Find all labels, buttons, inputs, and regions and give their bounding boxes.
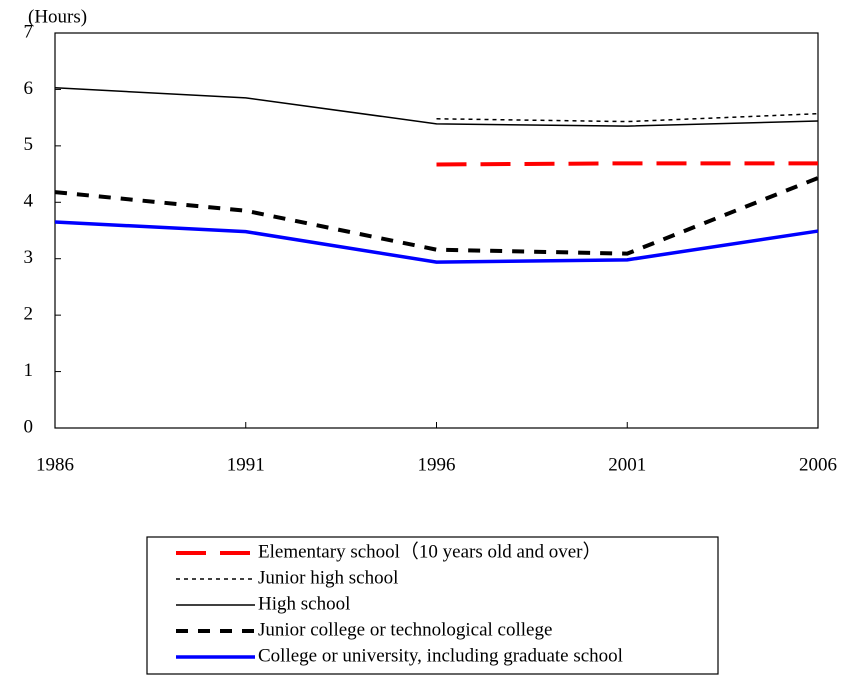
plot-frame <box>54 32 819 429</box>
y-tick-label: 2 <box>24 304 34 325</box>
y-tick-label: 3 <box>24 247 34 268</box>
y-tick-label: 6 <box>24 78 34 99</box>
x-tick-label: 1986 <box>36 454 74 475</box>
series-line <box>54 176 819 256</box>
series-line <box>436 161 818 167</box>
legend-label: Junior college or technological college <box>258 619 552 640</box>
series-line <box>54 86 819 127</box>
x-tick-label: 1996 <box>418 454 456 475</box>
x-tick-label: 2001 <box>608 454 646 475</box>
x-tick-label: 1991 <box>227 454 265 475</box>
y-tick-label: 4 <box>24 191 34 212</box>
y-axis-label: (Hours) <box>28 6 87 27</box>
legend-box <box>146 536 719 675</box>
y-tick-label: 1 <box>24 360 34 381</box>
y-tick-label: 0 <box>24 416 34 437</box>
y-tick-label: 5 <box>24 134 34 155</box>
legend-label: College or university, including graduat… <box>258 645 623 666</box>
series-line <box>54 220 819 264</box>
legend-label: Elementary school（10 years old and over） <box>258 540 602 562</box>
x-tick-label: 2006 <box>799 454 837 475</box>
legend-label: High school <box>258 593 350 614</box>
y-tick-label: 7 <box>24 21 34 42</box>
legend-label: Junior high school <box>258 567 398 588</box>
series-line <box>436 112 819 123</box>
